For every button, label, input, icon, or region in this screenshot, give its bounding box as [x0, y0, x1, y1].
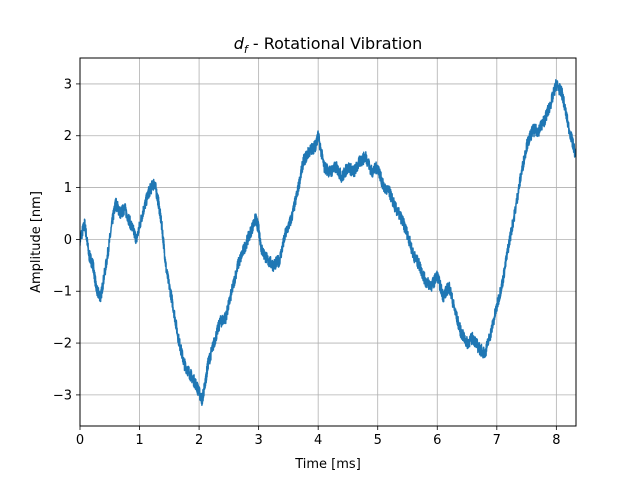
- title-rest: - Rotational Vibration: [248, 34, 422, 53]
- x-tick-label: 4: [314, 433, 322, 448]
- x-tick-label: 7: [493, 433, 501, 448]
- y-axis-ticks: −3 −2 −1 0 1 2 3: [53, 77, 80, 403]
- y-axis-label: Amplitude [nm]: [29, 191, 44, 293]
- y-tick-label: 3: [64, 77, 72, 92]
- y-tick-label: −3: [53, 388, 72, 403]
- y-tick-label: 1: [64, 181, 72, 196]
- series-line: [80, 78, 576, 407]
- x-tick-label: 3: [254, 433, 262, 448]
- x-tick-label: 8: [552, 433, 560, 448]
- grid: [79, 58, 576, 426]
- x-tick-label: 5: [374, 433, 382, 448]
- x-tick-label: 6: [433, 433, 441, 448]
- x-tick-label: 0: [76, 433, 84, 448]
- y-tick-label: −1: [53, 285, 72, 300]
- x-tick-label: 2: [195, 433, 203, 448]
- axes-frame: [79, 57, 577, 427]
- title-subscript: f: [244, 43, 250, 56]
- x-axis-label: Time [ms]: [294, 457, 361, 472]
- y-tick-label: −2: [53, 337, 72, 352]
- y-tick-label: 0: [64, 233, 72, 248]
- x-axis-ticks: 0 1 2 3 4 5 6 7 8: [76, 426, 560, 448]
- plot-area: [80, 78, 576, 407]
- chart-title: df - Rotational Vibration: [234, 34, 422, 56]
- x-tick-label: 1: [135, 433, 143, 448]
- y-tick-label: 2: [64, 129, 72, 144]
- title-main: d: [234, 34, 245, 53]
